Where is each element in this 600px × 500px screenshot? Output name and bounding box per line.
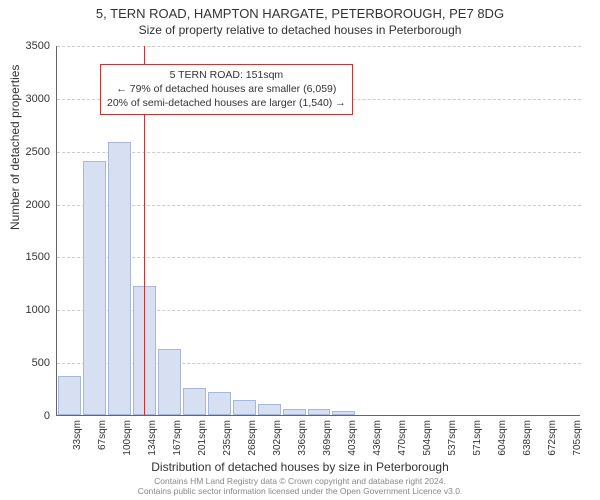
xtick-label: 571sqm (472, 420, 483, 456)
xtick-label: 705sqm (572, 420, 583, 456)
xtick-label: 504sqm (422, 420, 433, 456)
xtick-label: 167sqm (172, 420, 183, 456)
ytick-label: 3000 (10, 93, 50, 105)
bar (58, 376, 81, 415)
info-line-2: ← 79% of detached houses are smaller (6,… (107, 82, 346, 96)
xtick-label: 403sqm (347, 420, 358, 456)
info-box: 5 TERN ROAD: 151sqm ← 79% of detached ho… (100, 64, 353, 115)
footer-line-1: Contains HM Land Registry data © Crown c… (0, 476, 600, 487)
title-main: 5, TERN ROAD, HAMPTON HARGATE, PETERBORO… (0, 6, 600, 21)
xtick-label: 235sqm (222, 420, 233, 456)
bar (183, 388, 206, 415)
ytick-label: 3500 (10, 40, 50, 52)
xtick-label: 201sqm (197, 420, 208, 456)
bar (83, 161, 106, 415)
ytick-label: 2000 (10, 199, 50, 211)
xtick-label: 302sqm (272, 420, 283, 456)
title-block: 5, TERN ROAD, HAMPTON HARGATE, PETERBORO… (0, 0, 600, 37)
xtick-label: 134sqm (147, 420, 158, 456)
title-sub: Size of property relative to detached ho… (0, 23, 600, 37)
xtick-label: 336sqm (297, 420, 308, 456)
chart-area: 050010001500200025003000350033sqm67sqm10… (56, 46, 580, 416)
bar (258, 404, 281, 415)
gridline (57, 257, 581, 258)
xtick-label: 672sqm (547, 420, 558, 456)
footer-line-2: Contains public sector information licen… (0, 486, 600, 497)
bar (233, 400, 256, 415)
xtick-label: 638sqm (522, 420, 533, 456)
ytick-label: 0 (10, 410, 50, 422)
ytick-label: 1000 (10, 304, 50, 316)
ytick-label: 1500 (10, 251, 50, 263)
chart-container: 5, TERN ROAD, HAMPTON HARGATE, PETERBORO… (0, 0, 600, 500)
gridline (57, 152, 581, 153)
gridline (57, 46, 581, 47)
bar (308, 409, 331, 415)
info-line-1: 5 TERN ROAD: 151sqm (107, 68, 346, 82)
xtick-label: 470sqm (397, 420, 408, 456)
bar (108, 142, 131, 415)
xtick-label: 369sqm (322, 420, 333, 456)
bar (158, 349, 181, 415)
footer: Contains HM Land Registry data © Crown c… (0, 476, 600, 497)
info-line-3: 20% of semi-detached houses are larger (… (107, 96, 346, 110)
xtick-label: 436sqm (372, 420, 383, 456)
bar (208, 392, 231, 415)
xtick-label: 100sqm (122, 420, 133, 456)
xtick-label: 604sqm (497, 420, 508, 456)
gridline (57, 205, 581, 206)
xtick-label: 268sqm (247, 420, 258, 456)
ytick-label: 500 (10, 357, 50, 369)
xtick-label: 537sqm (447, 420, 458, 456)
x-axis-label: Distribution of detached houses by size … (0, 460, 600, 474)
xtick-label: 67sqm (97, 420, 108, 450)
bar (332, 411, 355, 415)
xtick-label: 33sqm (72, 420, 83, 450)
bar (283, 409, 306, 415)
ytick-label: 2500 (10, 146, 50, 158)
